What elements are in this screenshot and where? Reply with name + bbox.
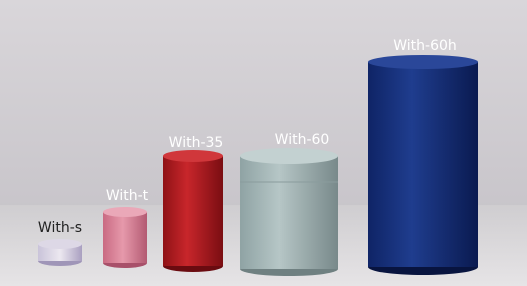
cylinder [103, 207, 147, 268]
label: With-35 [169, 135, 224, 151]
cylinder [368, 55, 478, 275]
label: With-60h [393, 38, 457, 54]
page: {"items": [ {"label": "With-s"}, {"label… [0, 0, 527, 286]
label: With-60 [275, 132, 330, 148]
label: With-s [38, 220, 82, 236]
cylinder [163, 150, 223, 272]
scene: With-s With-t With-35 With-60 With-60h [0, 0, 527, 286]
cylinder [240, 148, 338, 276]
label: With-t [106, 188, 149, 204]
cylinder [38, 239, 82, 266]
